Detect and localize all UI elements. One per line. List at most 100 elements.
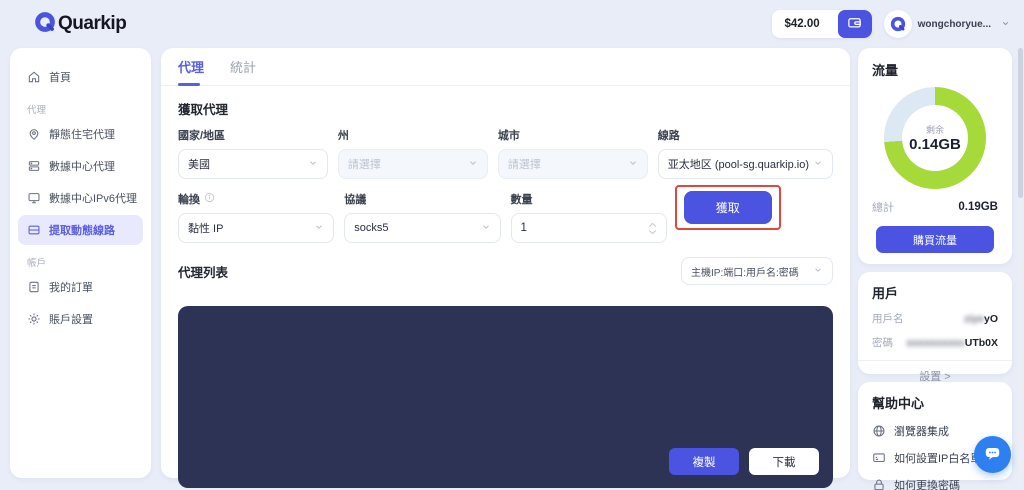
rotation-select[interactable]: 黏性 IP (178, 213, 335, 243)
password-tail: UTb0X (964, 336, 998, 349)
sidebar-item-label: 賬戶設置 (49, 314, 93, 326)
password-label: 密碼 (872, 337, 893, 349)
help-item-label: 瀏覽器集成 (894, 426, 949, 438)
globe-icon (872, 424, 886, 438)
rotation-value: 黏性 IP (188, 223, 224, 235)
username-label: 用戶名 (872, 313, 904, 325)
help-item-change-password[interactable]: 如何更換密碼 (872, 477, 998, 490)
total-value: 0.19GB (958, 201, 998, 213)
avatar (883, 10, 912, 38)
balance-amount: $42.00 (784, 18, 820, 30)
donut-center: 剩余 0.14GB (902, 105, 968, 171)
quantity-label: 數量 (510, 194, 533, 206)
scrollbar-track[interactable] (1018, 48, 1023, 486)
protocol-value: socks5 (354, 222, 389, 234)
country-select[interactable]: 美國 (178, 149, 328, 179)
scrollbar-thumb[interactable] (1018, 48, 1023, 198)
city-select[interactable]: 請選擇 (497, 149, 648, 179)
format-select[interactable]: 主機IP:端口:用戶名:密碼 (681, 257, 833, 285)
sidebar-item-datacenter-ipv6[interactable]: 數據中心IPv6代理 (18, 183, 143, 213)
proxy-list-actions: 複製 下載 (669, 448, 819, 475)
password-value: xxxxxxxxxxUTb0X (906, 337, 998, 349)
chevron-down-icon (813, 265, 823, 278)
chevron-down-icon (314, 222, 324, 235)
total-row: 總計 0.19GB (872, 199, 998, 215)
topbar: Quarkip $42.00 wongchoryue... (0, 0, 1024, 48)
gear-icon (27, 312, 41, 326)
wallet-button[interactable] (837, 10, 872, 38)
user-menu[interactable]: wongchoryue... (883, 10, 1010, 38)
fetch-button[interactable]: 獲取 (683, 191, 772, 224)
card-icon (27, 223, 41, 237)
sidebar-item-home[interactable]: 首頁 (18, 62, 143, 92)
sidebar-item-label: 提取動態線路 (49, 225, 115, 237)
chevron-down-icon (481, 222, 491, 235)
logo-text: Quarkip (58, 13, 127, 34)
tab-stats[interactable]: 統計 (230, 60, 257, 75)
stepper-arrows[interactable] (648, 222, 657, 235)
username-row: 用戶名 ziyeyO (872, 311, 998, 326)
section-title: 獲取代理 (178, 103, 229, 117)
rotation-label: 輪換 (178, 191, 334, 207)
username-label: wongchoryue... (917, 18, 991, 30)
sidebar: 首頁 代理 靜態住宅代理 數據中心代理 數據中心IPv6代理 提取動態線路 帳戶… (10, 48, 151, 478)
help-item-ip-whitelist[interactable]: 如何設置IP白名單 (872, 450, 998, 466)
sidebar-item-datacenter[interactable]: 數據中心代理 (18, 151, 143, 181)
rotation-field: 輪換 黏性 IP (178, 191, 335, 243)
main-panel: 代理 統計 獲取代理 國家/地區 美國 州 請選擇 城市 (161, 48, 850, 488)
divider (858, 360, 1012, 361)
sidebar-item-label: 首頁 (49, 72, 71, 84)
protocol-select[interactable]: socks5 (344, 213, 501, 243)
state-field: 州 請選擇 (337, 127, 488, 179)
sidebar-item-static-residential[interactable]: 靜態住宅代理 (18, 119, 143, 149)
line-value: 亚太地区 (pool-sg.quarkip.io) (667, 159, 809, 171)
home-icon (27, 70, 41, 84)
line-field: 線路 亚太地区 (pool-sg.quarkip.io) (657, 127, 833, 179)
sidebar-item-my-orders[interactable]: 我的訂單 (18, 272, 143, 302)
line-select[interactable]: 亚太地区 (pool-sg.quarkip.io) (657, 149, 833, 179)
user-panel: 用戶 用戶名 ziyeyO 密碼 xxxxxxxxxxUTb0X 設置 > (858, 272, 1012, 383)
help-item-label: 如何更換密碼 (894, 480, 960, 490)
proxy-form-row1: 國家/地區 美國 州 請選擇 城市 請選擇 (178, 127, 833, 179)
quantity-stepper[interactable] (510, 213, 667, 243)
format-value: 主機IP:端口:用戶名:密碼 (691, 267, 799, 279)
sidebar-section-proxy: 代理 (27, 105, 47, 116)
state-label: 州 (337, 130, 349, 142)
quarkip-logo-icon (34, 11, 56, 38)
info-icon[interactable] (204, 192, 215, 206)
logo[interactable]: Quarkip (34, 11, 127, 38)
username-tail: yO (983, 312, 998, 325)
tab-proxy[interactable]: 代理 (178, 48, 204, 86)
wallet-icon (847, 15, 862, 33)
help-title: 幫助中心 (872, 396, 925, 411)
chevron-down-icon (308, 158, 318, 171)
city-label: 城市 (497, 130, 520, 142)
proxy-form-row2: 輪換 黏性 IP 協議 socks5 數量 (178, 185, 833, 243)
traffic-donut-chart: 剩余 0.14GB (884, 87, 986, 189)
quantity-input[interactable] (520, 222, 603, 234)
chevron-down-icon (628, 158, 638, 171)
balance-pill: $42.00 (772, 10, 872, 38)
sidebar-item-label: 靜態住宅代理 (49, 129, 115, 141)
download-button[interactable]: 下載 (749, 448, 819, 475)
remaining-value: 0.14GB (909, 136, 961, 153)
buy-traffic-button[interactable]: 購買流量 (876, 226, 994, 253)
sidebar-item-account-settings[interactable]: 賬戶設置 (18, 304, 143, 334)
city-field: 城市 請選擇 (497, 127, 648, 179)
proxy-list-output[interactable]: 複製 下載 (178, 306, 833, 488)
protocol-label: 協議 (344, 194, 367, 206)
quantity-field: 數量 (510, 191, 667, 243)
sidebar-item-extract-dynamic[interactable]: 提取動態線路 (18, 215, 143, 245)
state-select[interactable]: 請選擇 (337, 149, 488, 179)
chat-widget-button[interactable] (974, 436, 1011, 473)
username-redacted: ziye (964, 312, 984, 325)
chevron-down-icon (468, 158, 478, 171)
copy-button[interactable]: 複製 (669, 448, 739, 475)
total-label: 總計 (872, 202, 894, 214)
tab-bar: 代理 統計 (161, 48, 850, 86)
user-settings-link[interactable]: 設置 > (919, 371, 951, 383)
help-item-browser-integration[interactable]: 瀏覽器集成 (872, 423, 998, 439)
topbar-right: $42.00 wongchoryue... (772, 10, 1010, 38)
help-item-label: 如何設置IP白名單 (894, 453, 982, 465)
